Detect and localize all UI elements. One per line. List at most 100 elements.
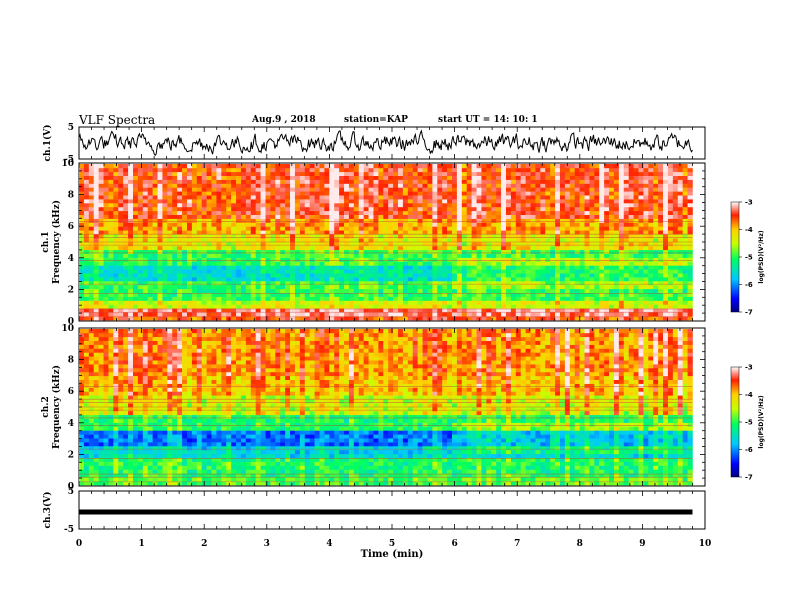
spec1-cell: [672, 308, 679, 313]
spec1-cell: [667, 273, 674, 278]
spec1-cell: [177, 249, 183, 254]
spec1-cell: [108, 234, 114, 239]
spec1-cell: [172, 234, 178, 239]
spec1-cell: [265, 245, 271, 251]
spec1-cell: [299, 257, 306, 262]
spec1-cell: [250, 269, 256, 274]
spec1-cell: [162, 238, 168, 243]
spec1-cell: [520, 203, 526, 208]
spec1-cell: [103, 284, 109, 290]
spec1-cell: [118, 183, 124, 188]
spec1-cell: [358, 206, 364, 212]
spec1-cell: [363, 164, 369, 169]
spec1-cell: [137, 230, 144, 235]
spec1-cell: [609, 175, 615, 180]
spec1-cell: [663, 183, 669, 188]
spec1-cell: [250, 253, 256, 258]
spec1-cell: [555, 265, 561, 270]
spec1-cell: [555, 277, 561, 282]
spec1-cell: [123, 206, 129, 212]
spec1-cell: [226, 218, 232, 223]
spec1-cell: [79, 179, 85, 184]
spec1-cell: [319, 312, 325, 317]
spec1-cell: [216, 269, 222, 274]
spec1-cell: [481, 288, 487, 293]
spec1-cell: [103, 222, 109, 227]
spec1-cell: [196, 183, 202, 188]
spec1-cell: [344, 277, 350, 282]
spec1-cell: [255, 234, 261, 239]
spec1-cell: [535, 183, 541, 188]
spec1-cell: [128, 226, 134, 231]
spec1-cell: [648, 234, 654, 239]
spec1-cell: [628, 288, 634, 293]
spec1-cell: [290, 183, 296, 188]
spec1-cell: [476, 273, 482, 278]
spec1-cell: [221, 308, 227, 313]
spec1-cell: [309, 238, 315, 243]
spec1-cell: [618, 257, 625, 262]
spec1-cell: [412, 230, 418, 235]
spec1-cell: [589, 195, 595, 200]
spec1-cell: [113, 284, 119, 290]
spec1-cell: [373, 304, 379, 309]
spec1-cell: [373, 257, 379, 262]
spec1-cell: [123, 195, 129, 200]
spec1-cell: [559, 284, 566, 290]
spec1-cell: [594, 206, 600, 212]
spec1-cell: [147, 245, 153, 251]
spec1-cell: [334, 265, 340, 270]
spec1-cell: [672, 167, 679, 173]
spec1-cell: [604, 238, 610, 243]
spec1-cell: [496, 304, 502, 309]
spec1-cell: [275, 222, 281, 227]
spec1-cell: [550, 249, 556, 254]
spec1-cell: [505, 296, 512, 301]
spec1-cell: [79, 187, 85, 192]
spec1-cell: [348, 195, 355, 200]
spec1-cell: [231, 277, 237, 282]
spec1-cell: [501, 210, 507, 215]
spec1-cell: [358, 304, 364, 309]
spec1-cell: [373, 171, 379, 176]
spec1-cell: [250, 238, 256, 243]
spec1-cell: [407, 199, 414, 204]
spec1-cell: [663, 206, 669, 212]
spec1-cell: [157, 230, 163, 235]
spec1-cell: [93, 261, 99, 266]
spec1-cell: [398, 167, 404, 173]
spec1-cell: [348, 277, 355, 282]
spec1-cell: [344, 265, 350, 270]
spec1-cell: [432, 257, 438, 262]
spec1-cell: [226, 179, 232, 184]
spec1-cell: [643, 277, 649, 282]
spec1-cell: [584, 218, 590, 223]
spec1-cell: [476, 191, 482, 196]
spec1-cell: [79, 288, 85, 293]
spec1-cell: [432, 210, 438, 215]
spec1-cell: [442, 277, 448, 282]
spec1-cell: [162, 281, 168, 286]
spec1-cell: [672, 195, 679, 200]
spec1-cell: [177, 261, 183, 266]
spec1-cell: [393, 218, 399, 223]
spec1-cell: [83, 281, 90, 286]
spec1-cell: [628, 265, 634, 270]
spec1-cell: [442, 171, 448, 176]
spec1-cell: [157, 249, 163, 254]
spec1-cell: [515, 203, 522, 208]
spec1-cell: [206, 265, 212, 270]
spec1-cell: [172, 167, 178, 173]
spec1-cell: [329, 296, 335, 301]
spec1-cell: [658, 199, 664, 204]
spec1-cell: [667, 210, 674, 215]
spec1-cell: [236, 191, 242, 196]
spec1-cell: [574, 175, 580, 180]
spec1-cell: [658, 206, 664, 212]
spec1-cell: [393, 261, 399, 266]
spec1-cell: [290, 238, 296, 243]
spec1-cell: [535, 199, 541, 204]
spec1-cell: [618, 195, 625, 200]
spec1-cell: [240, 164, 247, 169]
spec1-cell: [599, 242, 605, 247]
